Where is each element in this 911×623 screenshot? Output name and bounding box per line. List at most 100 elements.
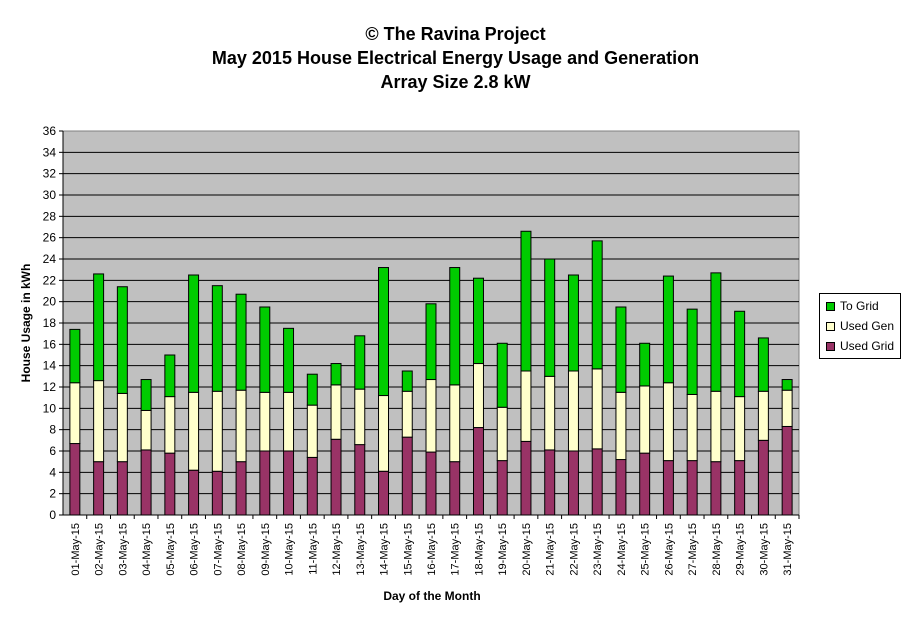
y-tick-label: 20 bbox=[43, 295, 57, 309]
bar-used-grid bbox=[235, 461, 247, 516]
x-tick-label: 31-May-15 bbox=[782, 523, 794, 576]
bar-used-gen bbox=[449, 384, 461, 463]
y-tick-label: 16 bbox=[43, 337, 57, 351]
y-tick-label: 12 bbox=[43, 380, 57, 394]
bar-used-grid bbox=[211, 470, 223, 516]
legend-swatch-used-grid bbox=[826, 341, 835, 351]
bar-used-grid bbox=[496, 460, 508, 516]
bar-used-grid bbox=[140, 449, 152, 516]
bar-to-grid bbox=[591, 240, 603, 370]
bar-to-grid bbox=[520, 230, 532, 372]
y-tick-label: 30 bbox=[43, 188, 57, 202]
bar-used-grid bbox=[615, 459, 627, 516]
x-tick-label: 20-May-15 bbox=[521, 523, 533, 576]
bar-used-grid bbox=[544, 449, 556, 516]
bar-to-grid bbox=[378, 267, 390, 397]
x-tick-label: 01-May-15 bbox=[70, 523, 82, 576]
bar-used-gen bbox=[757, 390, 769, 441]
bar-used-grid bbox=[378, 470, 390, 516]
bar-to-grid bbox=[140, 379, 152, 411]
y-tick-label: 32 bbox=[43, 167, 57, 181]
y-tick-label: 14 bbox=[43, 359, 57, 373]
x-tick-label: 25-May-15 bbox=[640, 523, 652, 576]
bar-used-gen bbox=[544, 375, 556, 451]
y-tick-label: 2 bbox=[49, 487, 56, 501]
bar-used-gen bbox=[591, 368, 603, 450]
y-tick-label: 10 bbox=[43, 401, 57, 415]
bar-used-grid bbox=[639, 452, 651, 516]
bar-used-grid bbox=[93, 461, 105, 516]
x-tick-label: 15-May-15 bbox=[402, 523, 414, 576]
bar-used-gen bbox=[211, 390, 223, 472]
x-tick-label: 02-May-15 bbox=[94, 523, 106, 576]
bar-used-grid bbox=[401, 436, 413, 516]
x-tick-label: 26-May-15 bbox=[663, 523, 675, 576]
x-tick-label: 22-May-15 bbox=[568, 523, 580, 576]
bar-to-grid bbox=[615, 306, 627, 393]
bar-to-grid bbox=[235, 293, 247, 391]
chart-title-line-3: Array Size 2.8 kW bbox=[380, 72, 531, 92]
bar-used-gen bbox=[662, 382, 674, 462]
x-tick-label: 10-May-15 bbox=[284, 523, 296, 576]
bar-used-gen bbox=[235, 389, 247, 463]
bar-used-grid bbox=[449, 461, 461, 516]
bar-to-grid bbox=[306, 373, 318, 406]
bar-used-gen bbox=[639, 385, 651, 454]
bar-used-grid bbox=[686, 460, 698, 516]
y-tick-label: 0 bbox=[49, 508, 56, 522]
bar-to-grid bbox=[639, 342, 651, 387]
x-tick-label: 29-May-15 bbox=[735, 523, 747, 576]
bar-used-gen bbox=[401, 390, 413, 438]
x-tick-label: 28-May-15 bbox=[711, 523, 723, 576]
bar-used-gen bbox=[188, 391, 200, 471]
x-tick-label: 27-May-15 bbox=[687, 523, 699, 576]
bar-used-grid bbox=[354, 444, 366, 516]
bar-used-grid bbox=[164, 452, 176, 516]
legend-item-used-grid: Used Grid bbox=[826, 336, 894, 356]
bar-to-grid bbox=[330, 363, 342, 386]
bar-to-grid bbox=[472, 277, 484, 365]
y-tick-label: 26 bbox=[43, 231, 57, 245]
bar-used-gen bbox=[781, 389, 793, 427]
bar-used-gen bbox=[496, 406, 508, 462]
y-tick-label: 8 bbox=[49, 423, 56, 437]
bar-to-grid bbox=[93, 273, 105, 382]
x-tick-label: 18-May-15 bbox=[473, 523, 485, 576]
x-tick-label: 07-May-15 bbox=[212, 523, 224, 576]
bar-used-gen bbox=[354, 388, 366, 446]
bar-used-gen bbox=[710, 390, 722, 463]
y-tick-label: 4 bbox=[49, 465, 56, 479]
bar-used-grid bbox=[306, 456, 318, 516]
x-tick-label: 04-May-15 bbox=[141, 523, 153, 576]
x-tick-label: 19-May-15 bbox=[497, 523, 509, 576]
legend: To Grid Used Gen Used Grid bbox=[819, 293, 901, 359]
bar-to-grid bbox=[449, 267, 461, 386]
bar-used-grid bbox=[69, 443, 81, 516]
bar-used-gen bbox=[69, 382, 81, 445]
x-tick-label: 14-May-15 bbox=[379, 523, 391, 576]
x-tick-label: 21-May-15 bbox=[545, 523, 557, 576]
legend-swatch-used-gen bbox=[826, 321, 835, 331]
y-tick-label: 28 bbox=[43, 209, 57, 223]
bar-used-gen bbox=[378, 395, 390, 472]
bar-to-grid bbox=[757, 337, 769, 392]
bar-to-grid bbox=[69, 328, 81, 384]
bar-to-grid bbox=[401, 370, 413, 392]
bar-used-grid bbox=[520, 440, 532, 516]
x-tick-label: 11-May-15 bbox=[307, 523, 319, 575]
bar-to-grid bbox=[188, 274, 200, 393]
y-tick-label: 22 bbox=[43, 273, 57, 287]
bar-used-gen bbox=[306, 404, 318, 458]
bar-used-grid bbox=[710, 461, 722, 516]
legend-label-used-gen: Used Gen bbox=[840, 319, 895, 333]
x-tick-label: 23-May-15 bbox=[592, 523, 604, 576]
bar-used-grid bbox=[283, 450, 295, 516]
legend-item-to-grid: To Grid bbox=[826, 296, 879, 316]
bar-used-grid bbox=[425, 451, 437, 516]
legend-label-used-grid: Used Grid bbox=[840, 339, 895, 353]
bar-used-grid bbox=[472, 427, 484, 516]
bar-used-grid bbox=[591, 448, 603, 516]
bar-to-grid bbox=[164, 354, 176, 398]
x-tick-label: 17-May-15 bbox=[450, 523, 462, 576]
y-tick-label: 6 bbox=[49, 444, 56, 458]
